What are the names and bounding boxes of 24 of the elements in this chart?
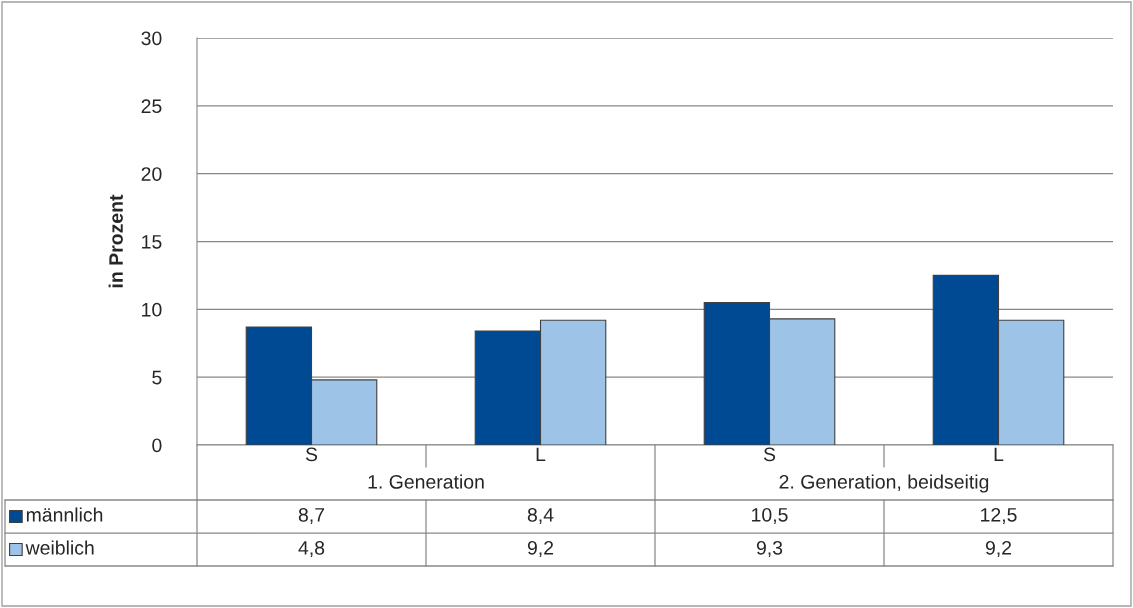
data-label: 9,3 bbox=[756, 540, 783, 558]
data-label: 9,2 bbox=[527, 540, 554, 558]
x-tick-label: L bbox=[536, 447, 546, 462]
data-label: 8,4 bbox=[527, 507, 554, 525]
text: 2. Generation, beidseitig bbox=[779, 474, 989, 493]
y-tick-label: 20 bbox=[141, 167, 162, 181]
data-label: 10,5 bbox=[752, 507, 788, 525]
data-label: 8,7 bbox=[298, 507, 325, 525]
y-tick-label: 10 bbox=[142, 302, 162, 317]
x-tick-label: S bbox=[305, 447, 318, 462]
data-label: 9,2 bbox=[985, 540, 1012, 558]
y-tick-label: 25 bbox=[141, 99, 162, 114]
x-tick-label: L bbox=[994, 447, 1004, 462]
data-label: 4,8 bbox=[298, 540, 325, 558]
y-axis-title: in Prozent bbox=[108, 194, 123, 288]
x-tick-label: S bbox=[763, 447, 776, 462]
y-tick-label: 15 bbox=[142, 235, 162, 249]
y-tick-label: 30 bbox=[141, 31, 162, 46]
text: 1. Generation bbox=[368, 474, 484, 489]
y-tick-label: 0 bbox=[152, 438, 162, 453]
legend-label: weiblich bbox=[25, 540, 94, 555]
data-label: 12,5 bbox=[981, 507, 1017, 525]
y-tick-label: 5 bbox=[152, 370, 162, 385]
legend-label: männlich bbox=[26, 507, 103, 522]
